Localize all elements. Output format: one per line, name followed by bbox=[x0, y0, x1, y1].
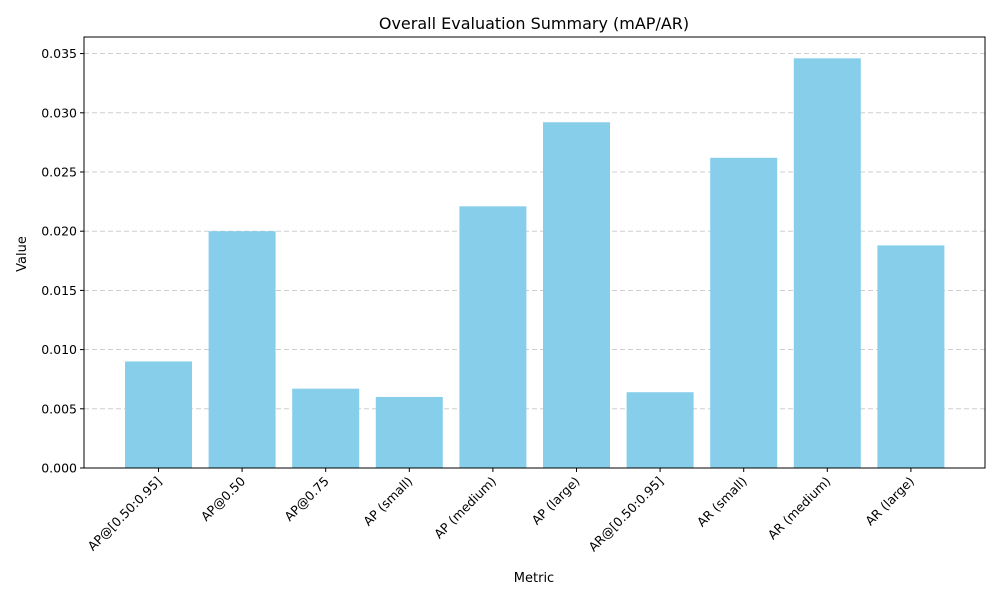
x-tick-label: AR (large) bbox=[862, 474, 917, 529]
bar bbox=[208, 231, 276, 468]
bar bbox=[877, 245, 945, 468]
bar bbox=[626, 392, 694, 468]
y-ticks: 0.000 0.005 0.010 0.015 0.020 0.025 0.030 0.035 bbox=[41, 46, 84, 476]
x-tick-label: AP@0.50 bbox=[198, 473, 249, 524]
bar bbox=[375, 396, 443, 468]
x-axis-title: Metric bbox=[514, 571, 554, 586]
y-tick-label: 0.015 bbox=[41, 283, 77, 298]
bar bbox=[459, 206, 527, 469]
axes bbox=[83, 36, 986, 469]
y-tick-label: 0.000 bbox=[41, 461, 77, 476]
x-ticks: AP@[0.50:0.95] AP@0.50 AP@0.75 AP (small) AP… bbox=[85, 468, 917, 554]
bar bbox=[292, 388, 360, 468]
y-axis-title: Value bbox=[15, 236, 30, 272]
x-tick-label: AP (medium) bbox=[431, 474, 499, 542]
y-tick-label: 0.005 bbox=[41, 401, 77, 416]
bar bbox=[710, 157, 778, 468]
y-tick-label: 0.025 bbox=[41, 164, 77, 179]
x-tick-label: AP (large) bbox=[529, 474, 583, 528]
y-tick-label: 0.035 bbox=[41, 46, 77, 61]
x-tick-label: AP (small) bbox=[360, 474, 415, 529]
bars bbox=[125, 58, 945, 469]
bar bbox=[543, 122, 610, 468]
y-tick-label: 0.010 bbox=[41, 342, 77, 357]
y-tick-label: 0.030 bbox=[41, 105, 77, 120]
bar bbox=[793, 58, 861, 469]
x-tick-label: AR@[0.50:0.95] bbox=[585, 474, 666, 555]
y-tick-label: 0.020 bbox=[41, 224, 77, 239]
chart-title: Overall Evaluation Summary (mAP/AR) bbox=[379, 14, 689, 33]
x-tick-label: AP@[0.50:0.95] bbox=[85, 474, 165, 554]
x-tick-label: AP@0.75 bbox=[281, 474, 332, 525]
bar bbox=[125, 361, 192, 468]
x-tick-label: AR (medium) bbox=[765, 474, 834, 543]
x-tick-label: AR (small) bbox=[694, 474, 750, 530]
plot-frame bbox=[83, 36, 986, 469]
